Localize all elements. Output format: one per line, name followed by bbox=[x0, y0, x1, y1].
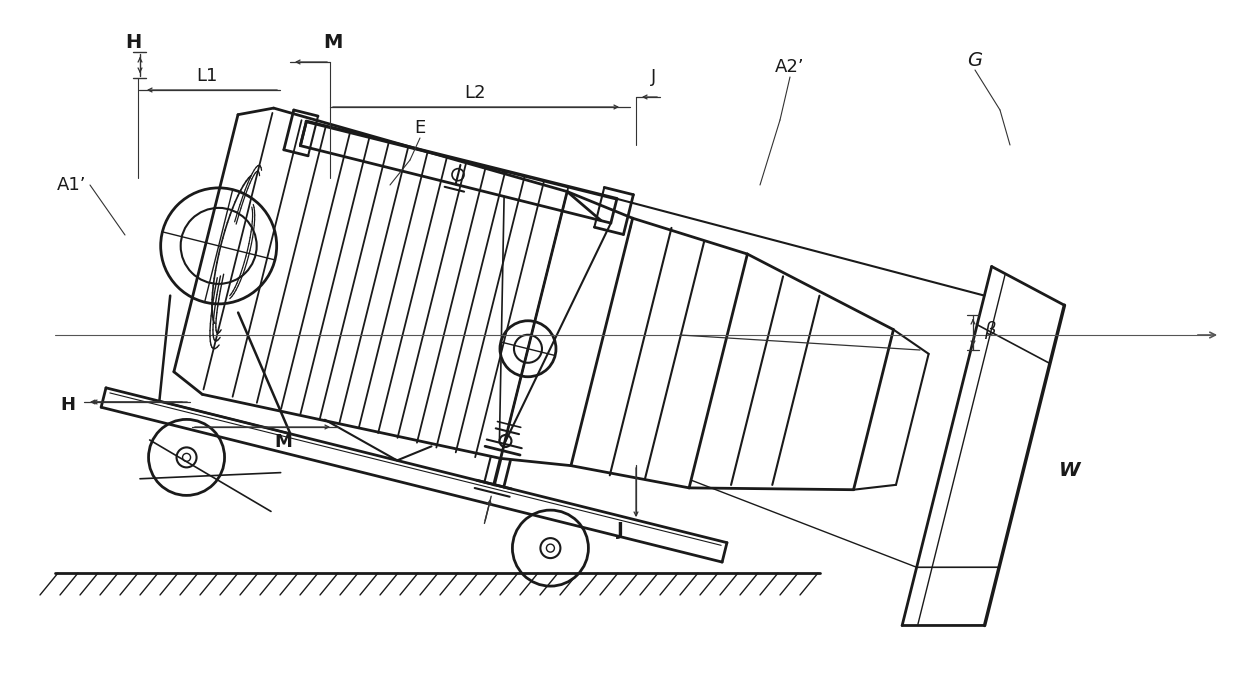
Text: J: J bbox=[651, 68, 657, 86]
Text: β: β bbox=[985, 321, 996, 339]
Text: W: W bbox=[1059, 460, 1081, 479]
Text: H: H bbox=[61, 396, 76, 414]
Text: H: H bbox=[125, 32, 141, 51]
Text: A2’: A2’ bbox=[775, 58, 805, 76]
Text: L2: L2 bbox=[464, 84, 486, 102]
Text: J: J bbox=[616, 521, 624, 539]
Text: M: M bbox=[274, 433, 291, 451]
Text: L1: L1 bbox=[196, 67, 218, 85]
Text: M: M bbox=[324, 32, 342, 51]
Text: A1’: A1’ bbox=[57, 176, 87, 194]
Text: E: E bbox=[414, 119, 425, 137]
Text: G: G bbox=[967, 51, 982, 70]
